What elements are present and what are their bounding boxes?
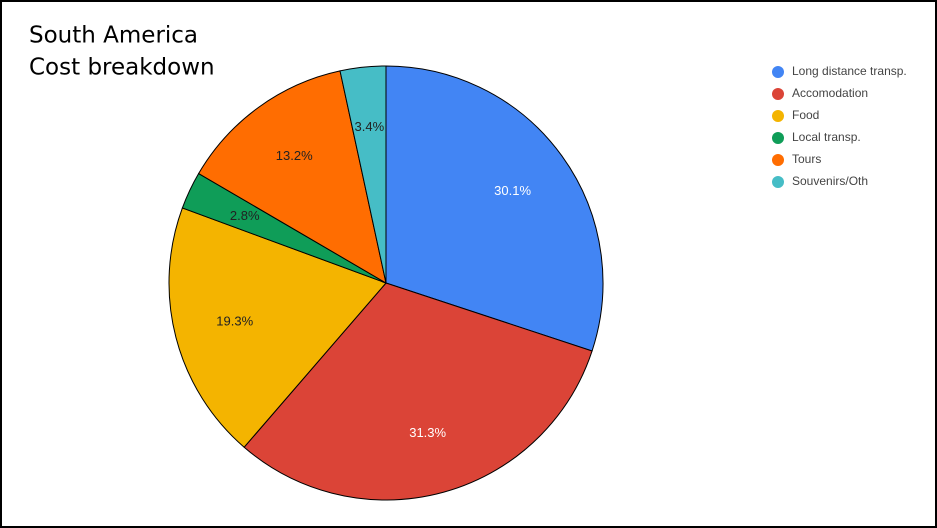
chart-title: South America — [29, 23, 198, 49]
legend-label: Food — [792, 108, 819, 122]
chart-subtitle: Cost breakdown — [29, 55, 215, 81]
legend-label: Accomodation — [792, 86, 868, 100]
slice-label: 2.8% — [230, 208, 260, 223]
slice-label: 3.4% — [355, 119, 385, 134]
slice-label: 31.3% — [409, 425, 446, 440]
legend-label: Souvenirs/Oth — [792, 174, 868, 188]
legend-marker — [772, 88, 784, 100]
legend-label: Local transp. — [792, 130, 861, 144]
slice-label: 19.3% — [216, 313, 253, 328]
legend-marker — [772, 176, 784, 188]
slice-label: 13.2% — [276, 148, 313, 163]
legend-marker — [772, 110, 784, 122]
pie-slice — [168, 207, 387, 448]
slice-label: 30.1% — [494, 183, 531, 198]
pie-slice — [385, 65, 604, 352]
legend-marker — [772, 66, 784, 78]
pie-slice — [197, 70, 387, 285]
legend-marker — [772, 132, 784, 144]
legend-label: Long distance transp. — [792, 64, 907, 78]
legend-label: Tours — [792, 152, 821, 166]
pie-slice — [243, 282, 593, 501]
legend-marker — [772, 154, 784, 166]
pie-slice — [339, 65, 387, 284]
